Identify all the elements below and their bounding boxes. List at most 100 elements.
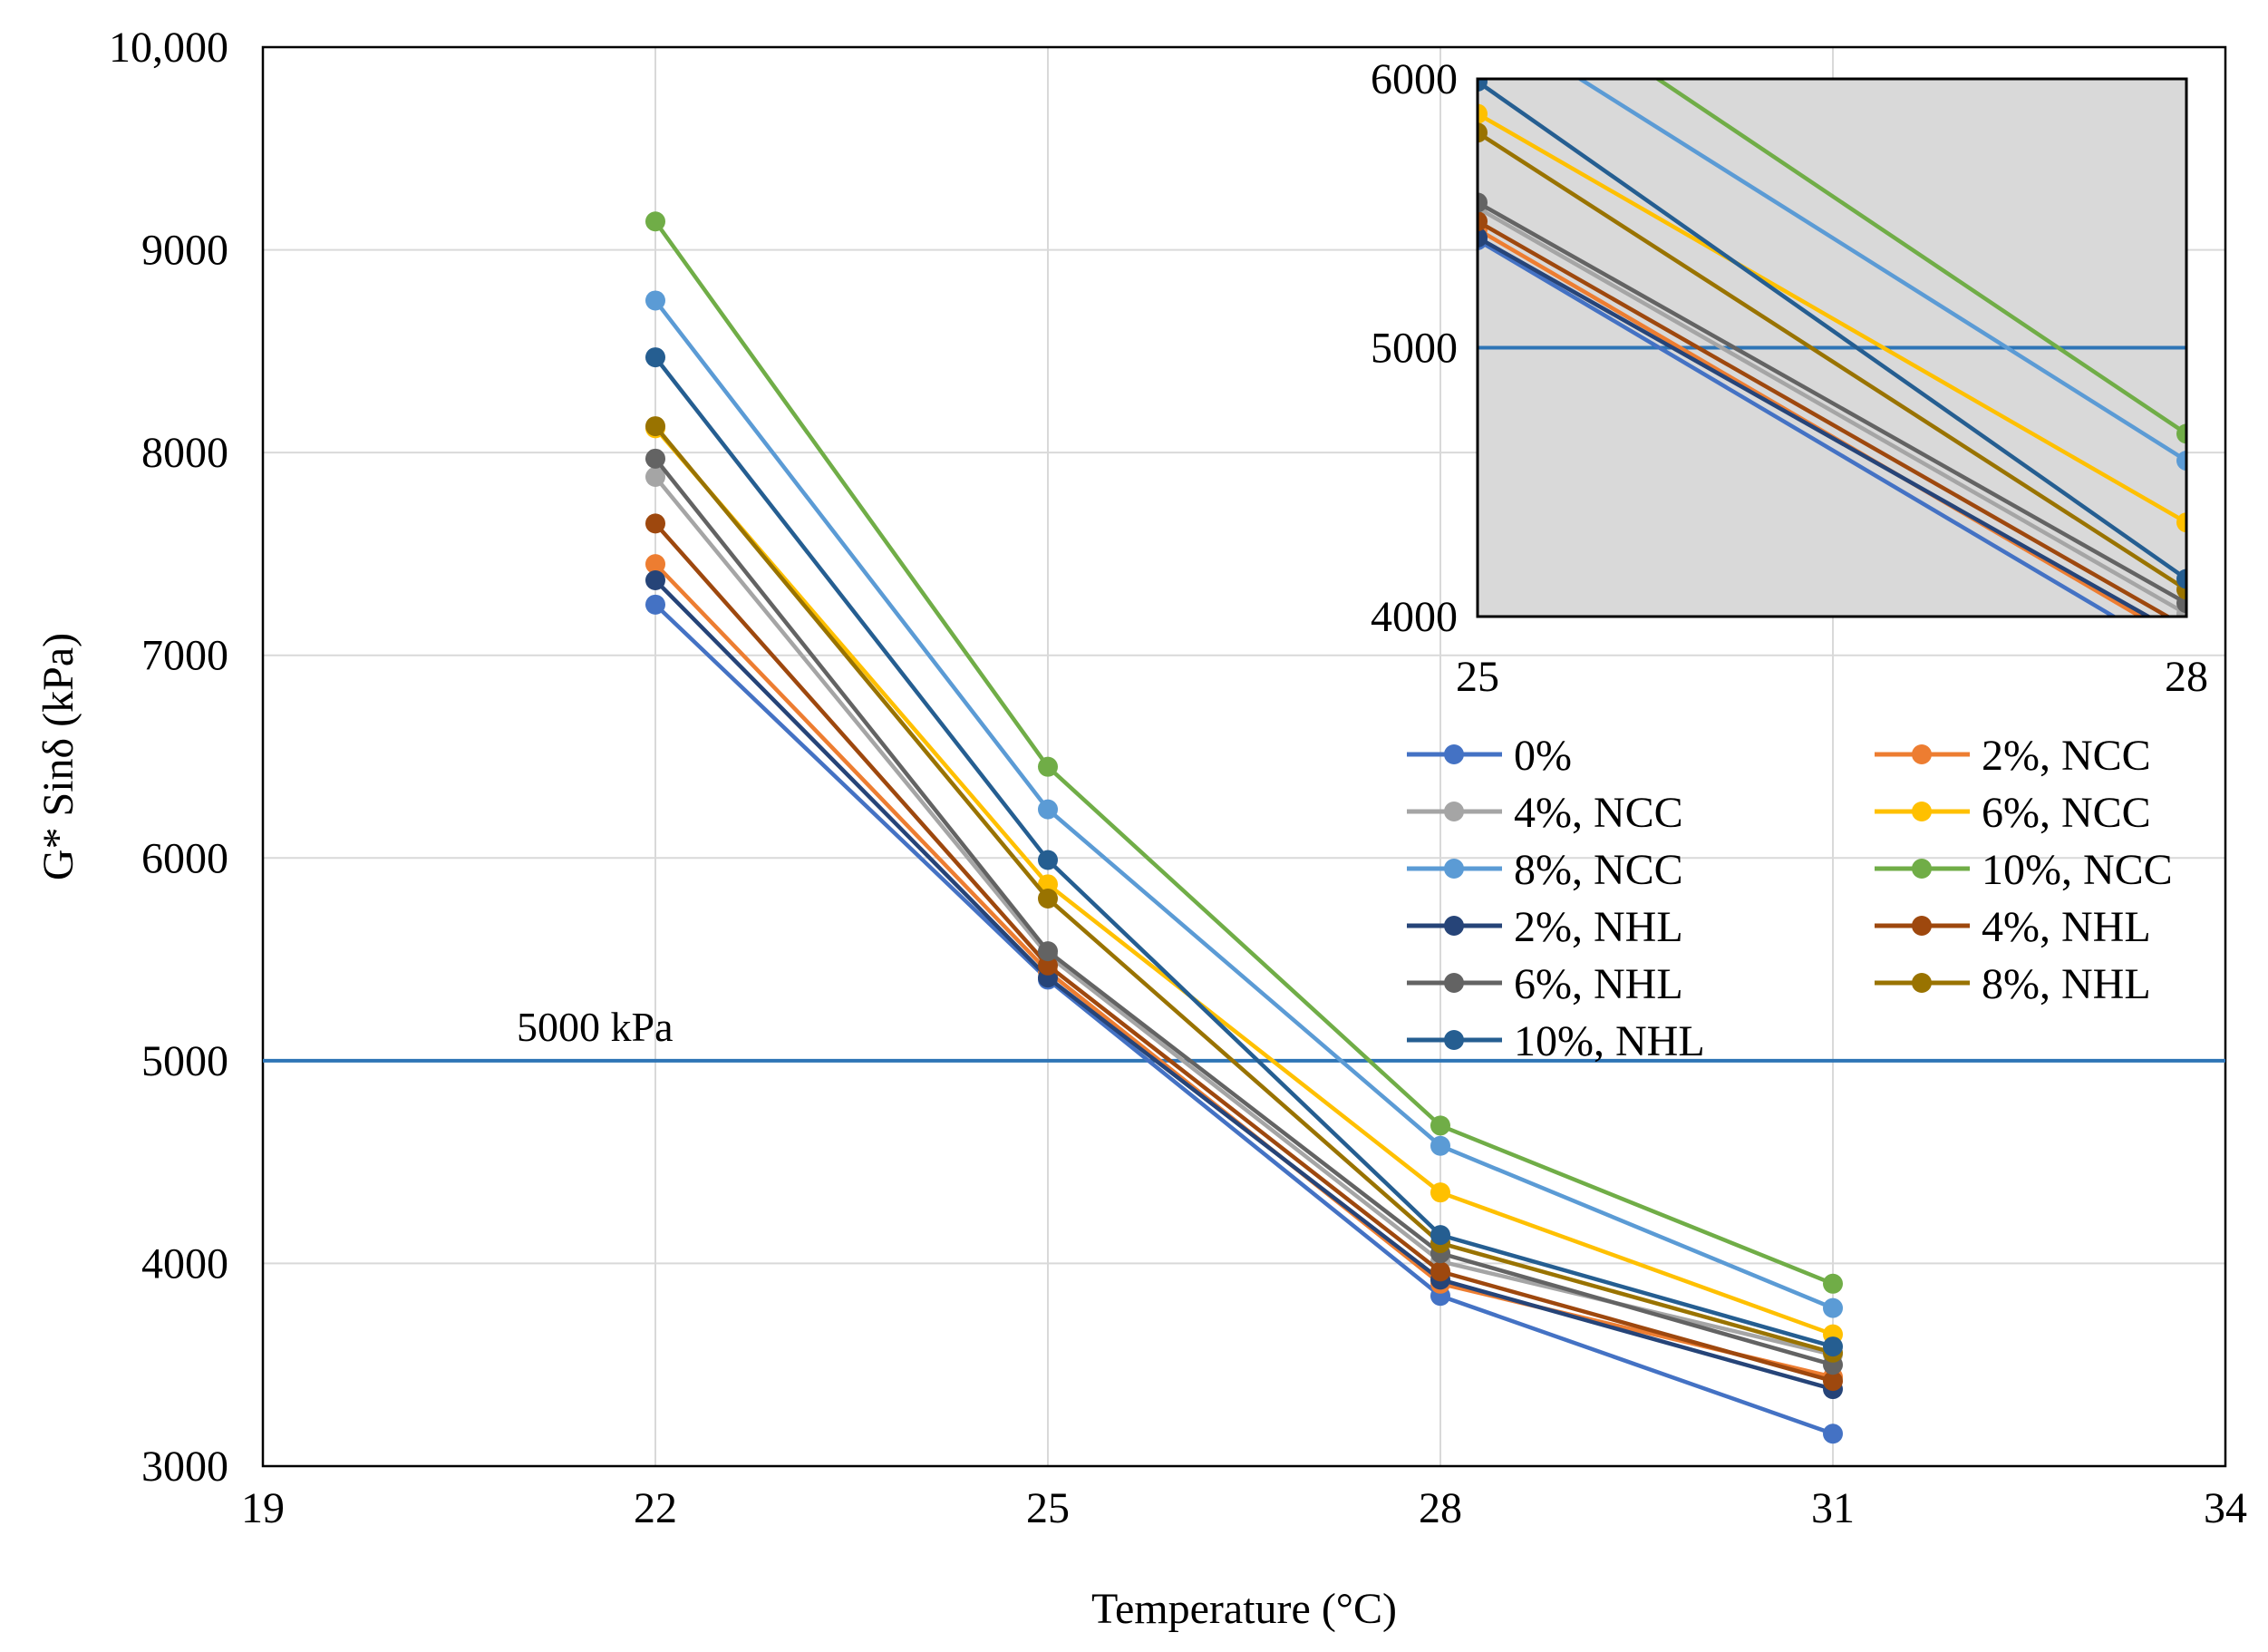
inset-y-tick-label-6000: 6000: [1371, 55, 1458, 103]
legend-label-3: 6%, NCC: [1982, 789, 2151, 837]
series-7: [645, 513, 1843, 1392]
legend-item-6: 2%, NHL: [1407, 903, 1683, 951]
series-line-6: [654, 578, 1834, 1392]
y-tick-label-4000: 4000: [141, 1239, 228, 1288]
legend-label-9: 8%, NHL: [1982, 960, 2151, 1008]
inset-y-tick-label-4000: 4000: [1371, 593, 1458, 641]
y-tick-label-10,000: 10,000: [109, 24, 228, 72]
legend-label-7: 4%, NHL: [1982, 903, 2151, 951]
inset-point-7-a: [1478, 211, 1488, 232]
legend-label-10: 10%, NHL: [1514, 1017, 1705, 1065]
data-point-1-0: [645, 554, 665, 575]
x-tick-label-22: 22: [634, 1484, 677, 1532]
data-point-9-1: [1038, 889, 1058, 909]
data-point-2-0: [645, 466, 665, 487]
data-point-7-1: [1038, 955, 1058, 976]
legend-swatch-marker-0: [1444, 744, 1464, 764]
inset-point-5-b: [2176, 423, 2186, 444]
legend-item-1: 2%, NCC: [1875, 732, 2151, 780]
legend-swatch-marker-7: [1912, 916, 1932, 936]
data-point-7-3: [1823, 1371, 1843, 1392]
inset-series-line-10: [1478, 80, 2186, 581]
x-tick-label-31: 31: [1811, 1484, 1855, 1532]
data-point-4-3: [1823, 1297, 1843, 1318]
legend-swatch-marker-6: [1444, 916, 1464, 936]
data-point-7-2: [1430, 1261, 1450, 1282]
legend-label-2: 4%, NCC: [1514, 789, 1683, 837]
reference-line-label: 5000 kPa: [517, 1004, 674, 1050]
inset-series-line-8: [1478, 200, 2186, 606]
data-point-9-0: [645, 416, 665, 437]
legend-item-4: 8%, NCC: [1407, 846, 1683, 894]
legend: 0% 2%, NCC 4%, NCC 6%, NCC 8%, NCC 10%, NCC 2%…: [1407, 732, 2173, 1065]
data-point-3-2: [1430, 1182, 1450, 1203]
inset-series-line-4: [1575, 79, 2186, 462]
inset-border: [1476, 77, 2188, 618]
legend-item-10: 10%, NHL: [1407, 1017, 1705, 1065]
inset-point-6-a: [1478, 227, 1488, 248]
legend-label-5: 10%, NCC: [1982, 846, 2173, 894]
legend-swatch-marker-8: [1444, 973, 1464, 993]
data-point-10-0: [645, 347, 665, 368]
series-line-4: [654, 299, 1834, 1310]
inset-point-10-a: [1478, 79, 1488, 92]
inset-point-8-a: [1478, 192, 1488, 213]
inset-point-10-b: [2176, 568, 2186, 589]
data-point-10-1: [1038, 850, 1058, 870]
series-9: [645, 416, 1843, 1363]
x-tick-label-19: 19: [241, 1484, 285, 1532]
legend-swatch-marker-9: [1912, 973, 1932, 993]
x-tick-label-28: 28: [1419, 1484, 1462, 1532]
legend-label-0: 0%: [1514, 732, 1572, 780]
legend-label-8: 6%, NHL: [1514, 960, 1683, 1008]
inset-series-line-6: [1478, 235, 2153, 617]
y-tick-label-8000: 8000: [141, 429, 228, 477]
legend-swatch-marker-4: [1444, 859, 1464, 879]
data-point-5-1: [1038, 756, 1058, 777]
y-tick-label-5000: 5000: [141, 1037, 228, 1085]
x-tick-label-25: 25: [1026, 1484, 1070, 1532]
y-tick-label-9000: 9000: [141, 227, 228, 275]
inset-x-tick-label-25: 25: [1456, 653, 1499, 701]
series-line-8: [654, 457, 1834, 1367]
legend-label-1: 2%, NCC: [1982, 732, 2151, 780]
data-point-3-1: [1038, 874, 1058, 895]
inset-series-line-0: [1478, 238, 2118, 617]
series-line-0: [654, 603, 1834, 1436]
data-point-8-1: [1038, 941, 1058, 962]
y-tick-label-7000: 7000: [141, 632, 228, 680]
main-plot-frame: [261, 45, 2227, 1468]
series-5: [645, 211, 1843, 1294]
data-point-10-2: [1430, 1225, 1450, 1246]
inset-series-group: [1478, 79, 2186, 617]
x-tick-label-34: 34: [2204, 1484, 2247, 1532]
data-point-4-1: [1038, 799, 1058, 820]
inset-x-tick-label-28: 28: [2165, 653, 2208, 701]
series-line-5: [654, 219, 1834, 1286]
y-tick-label-6000: 6000: [141, 834, 228, 882]
inset-y-tick-label-5000: 5000: [1371, 325, 1458, 373]
inset-series-line-9: [1478, 131, 2186, 592]
data-point-4-0: [645, 290, 665, 311]
legend-item-3: 6%, NCC: [1875, 789, 2151, 837]
legend-item-9: 8%, NHL: [1875, 960, 2151, 1008]
legend-label-4: 8%, NCC: [1514, 846, 1683, 894]
data-point-0-0: [645, 594, 665, 615]
inset-series-line-5: [1653, 79, 2186, 436]
data-point-6-0: [645, 569, 665, 590]
legend-swatch-marker-5: [1912, 859, 1932, 879]
series-line-9: [654, 424, 1834, 1355]
data-point-7-0: [645, 513, 665, 534]
data-point-5-3: [1823, 1273, 1843, 1294]
series-line-7: [654, 521, 1834, 1384]
inset-point-3-a: [1478, 103, 1488, 124]
inset-point-3-b: [2176, 512, 2186, 533]
data-point-0-3: [1823, 1424, 1843, 1444]
legend-swatch-marker-3: [1912, 802, 1932, 821]
legend-swatch-marker-2: [1444, 802, 1464, 821]
inset-point-4-b: [2176, 451, 2186, 471]
legend-label-6: 2%, NHL: [1514, 903, 1683, 951]
series-10: [645, 347, 1843, 1357]
inset-chart: 4000 5000 6000 25 28: [1371, 55, 2208, 701]
